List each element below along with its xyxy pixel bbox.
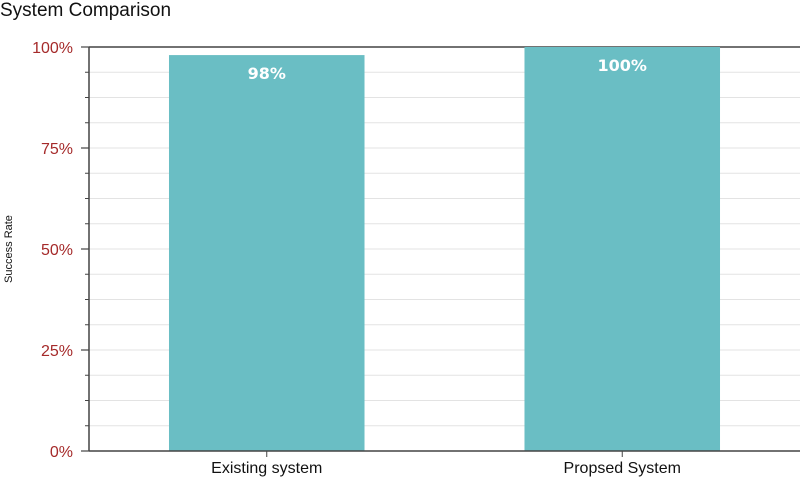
x-category-labels: Existing system Propsed System bbox=[211, 460, 681, 477]
x-category-label: Existing system bbox=[211, 460, 322, 477]
bars bbox=[168, 47, 721, 452]
bar-value-label: 100% bbox=[598, 56, 647, 75]
y-tick-labels: 0% 25% 50% 75% 100% bbox=[32, 40, 73, 461]
y-axis bbox=[81, 46, 800, 457]
bar bbox=[168, 55, 365, 452]
bar-value-labels: 98% 100% bbox=[248, 56, 647, 83]
y-tick-label: 25% bbox=[41, 343, 73, 360]
chart-title: System Comparison bbox=[0, 0, 172, 21]
y-tick-label: 50% bbox=[41, 242, 73, 259]
y-axis-title: Success Rate bbox=[3, 215, 15, 283]
bar-value-label: 98% bbox=[248, 64, 286, 83]
y-tick-label: 100% bbox=[32, 40, 73, 57]
x-category-label: Propsed System bbox=[564, 460, 681, 477]
y-tick-label: 75% bbox=[41, 141, 73, 158]
bar bbox=[524, 47, 721, 451]
y-tick-label: 0% bbox=[50, 444, 73, 461]
